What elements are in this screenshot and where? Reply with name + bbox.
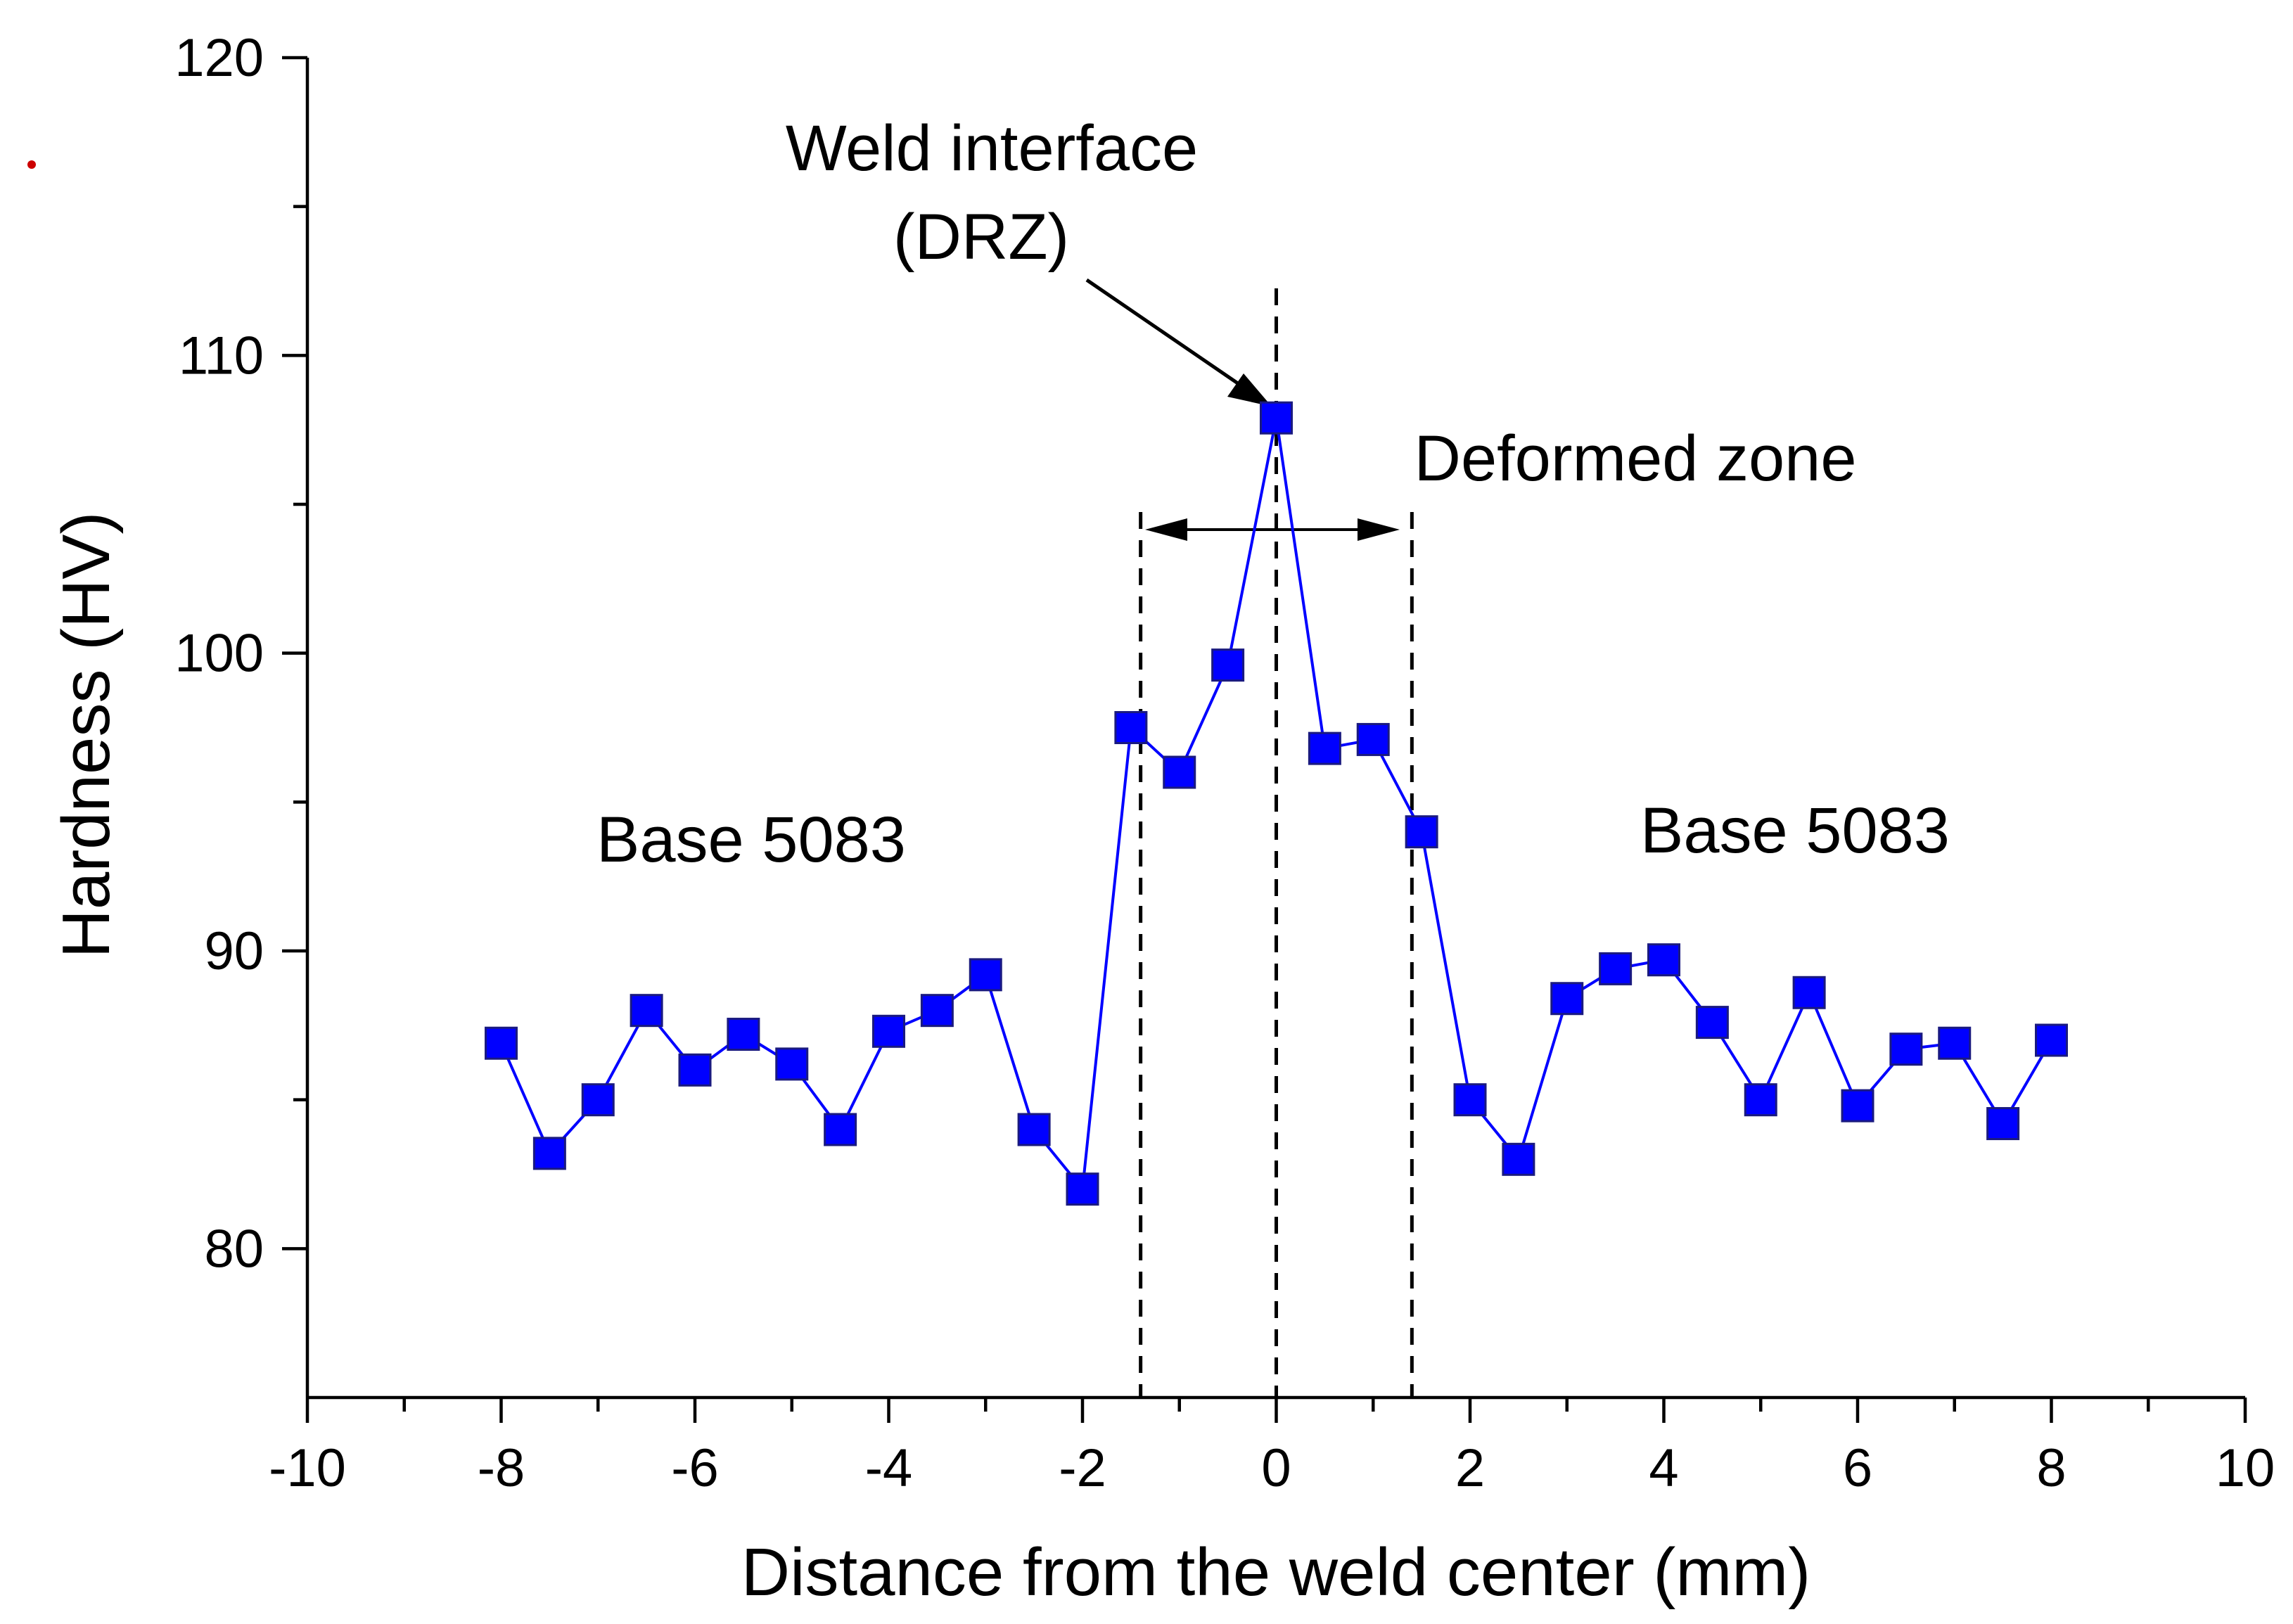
x-axis-ticks: -10 -8 -6 -4 -2 0 2 4 6 8 10 [269, 1398, 2275, 1498]
data-point [630, 994, 663, 1028]
data-point [727, 1018, 760, 1051]
data-point [1938, 1026, 1972, 1060]
stray-red-dot [27, 160, 36, 169]
data-point [872, 1014, 905, 1048]
data-point [1647, 943, 1680, 977]
data-point [775, 1047, 809, 1081]
annotation-base-left: Base 5083 [596, 804, 906, 876]
data-point [1744, 1083, 1777, 1117]
deformed-zone-arrow [1145, 518, 1400, 541]
y-tick-label: 100 [174, 624, 264, 684]
y-tick-label: 80 [204, 1219, 264, 1279]
deformed-zone-arrowhead-right [1358, 518, 1400, 541]
data-point [1308, 731, 1341, 765]
weld-interface-arrowhead [1227, 373, 1272, 407]
data-point [1502, 1142, 1535, 1176]
annotation-deformed-zone: Deformed zone [1414, 423, 1857, 494]
y-axis-title: Hardness (HV) [49, 512, 124, 959]
data-point [1841, 1089, 1874, 1123]
data-point [1599, 952, 1633, 985]
x-tick-label: -10 [269, 1438, 346, 1498]
x-tick-label: -6 [671, 1438, 719, 1498]
x-tick-label: 8 [2036, 1438, 2066, 1498]
data-point [1163, 755, 1196, 789]
data-point [1695, 1006, 1729, 1040]
x-tick-label: 0 [1261, 1438, 1291, 1498]
x-tick-label: 10 [2216, 1438, 2275, 1498]
y-tick-label: 90 [204, 921, 264, 981]
data-point [920, 994, 954, 1028]
data-point [1356, 722, 1390, 756]
data-point [581, 1083, 615, 1117]
x-tick-label: 2 [1455, 1438, 1485, 1498]
weld-interface-arrow-shaft [1085, 278, 1246, 390]
data-point [1889, 1032, 1923, 1066]
data-point [1017, 1113, 1051, 1146]
y-axis-ticks: 80 90 100 110 120 [174, 28, 307, 1279]
data-point [1066, 1172, 1099, 1206]
data-point [1792, 976, 1826, 1009]
reference-lines [1139, 288, 1414, 1398]
data-point [969, 958, 1002, 992]
x-tick-label: 4 [1649, 1438, 1678, 1498]
data-point [678, 1053, 712, 1087]
hardness-series [485, 401, 2068, 1206]
data-point [1260, 401, 1293, 435]
x-tick-label: -4 [865, 1438, 913, 1498]
x-tick-label: 6 [1843, 1438, 1872, 1498]
data-point [532, 1137, 566, 1170]
data-point [485, 1026, 518, 1060]
data-point [1211, 648, 1245, 682]
weld-interface-arrow [1085, 278, 1272, 407]
data-point [1114, 711, 1148, 744]
data-point [1453, 1083, 1487, 1117]
deformed-zone-arrowhead-left [1145, 518, 1187, 541]
data-point [824, 1113, 857, 1146]
data-point [1550, 982, 1584, 1016]
x-tick-label: -2 [1059, 1438, 1106, 1498]
data-point [1405, 815, 1438, 849]
y-tick-label: 120 [174, 28, 264, 88]
x-axis-title: Distance from the weld center (mm) [741, 1535, 1810, 1610]
y-tick-label: 110 [179, 326, 264, 385]
annotation-weld-interface: Weld interface [786, 113, 1198, 184]
data-point [2035, 1023, 2068, 1057]
x-tick-label: -8 [478, 1438, 525, 1498]
annotation-drz: (DRZ) [893, 201, 1069, 273]
annotation-base-right: Base 5083 [1640, 795, 1950, 867]
data-point [1986, 1107, 2020, 1141]
